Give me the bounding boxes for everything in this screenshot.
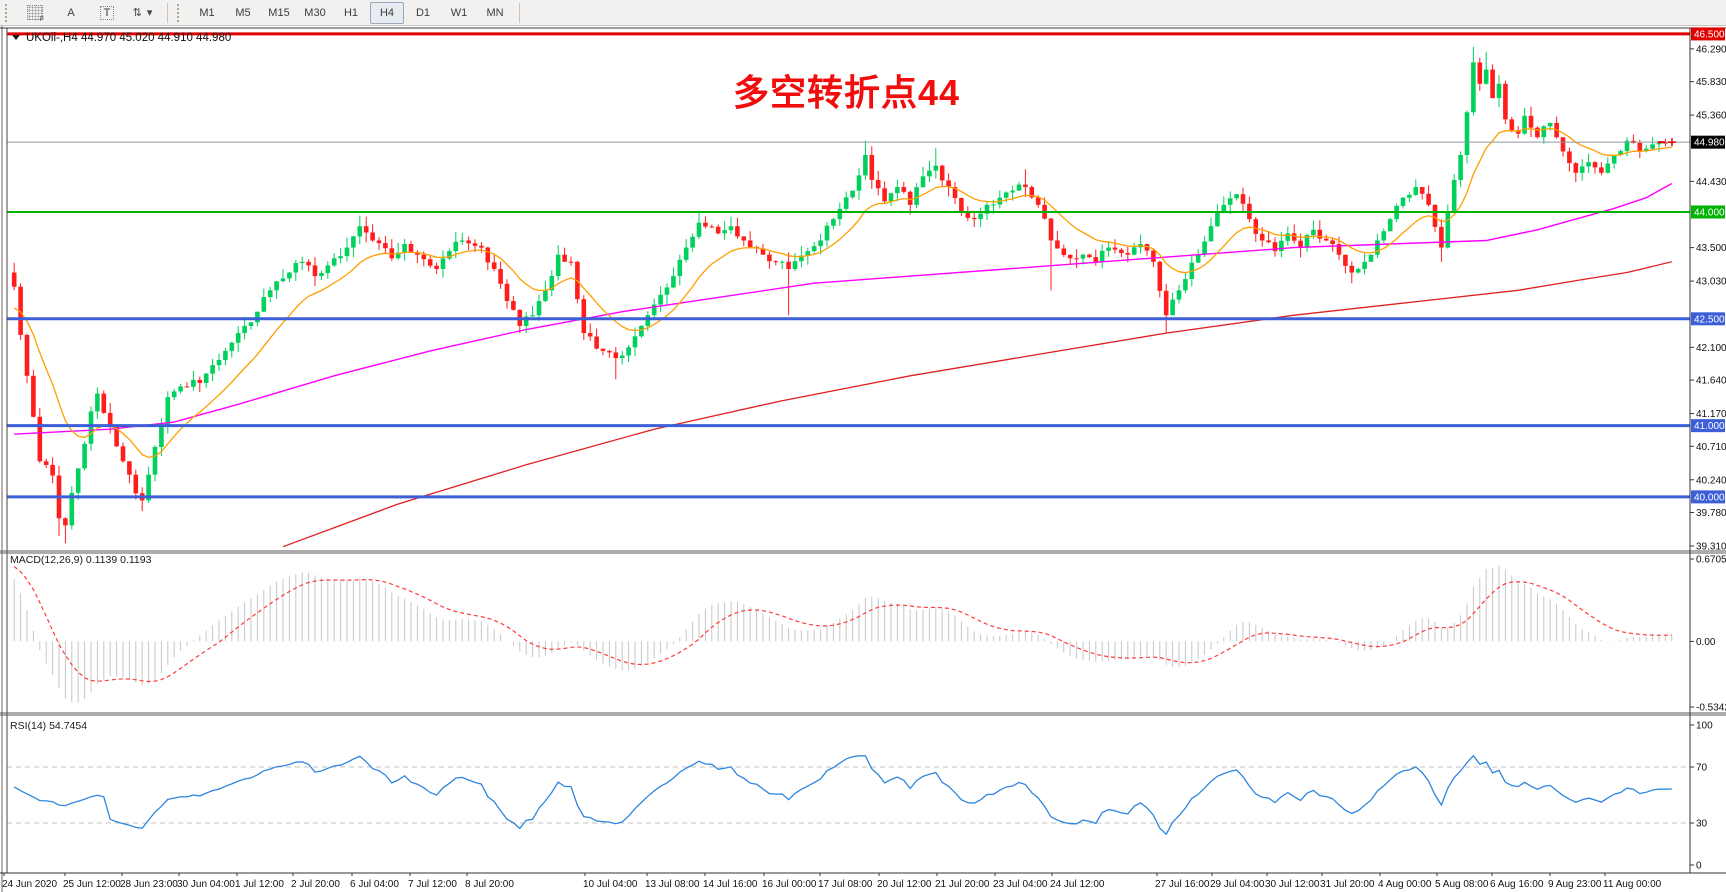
- time-label: 17 Jul 08:00: [818, 879, 873, 890]
- slow-ma-line: [282, 261, 1672, 548]
- time-label: 9 Aug 23:00: [1548, 879, 1602, 890]
- rsi-scale-label: 100: [1696, 721, 1713, 732]
- timeframe-button-h4[interactable]: H4: [370, 1, 404, 24]
- time-label: 14 Jul 16:00: [703, 879, 758, 890]
- time-label: 30 Jun 04:00: [177, 879, 235, 890]
- macd-histogram: [13, 565, 1673, 703]
- time-label: 28 Jun 23:00: [120, 879, 178, 890]
- time-label: 10 Jul 04:00: [583, 879, 638, 890]
- timeframe-button-w1[interactable]: W1: [450, 6, 468, 19]
- price-tick-label: 42.100: [1696, 343, 1726, 354]
- price-tick-label: 39.310: [1696, 542, 1726, 553]
- timeframe-button-m5[interactable]: M5: [235, 6, 251, 19]
- last-price-marker: [1658, 138, 1676, 147]
- price-tick-label: 44.430: [1696, 177, 1726, 188]
- time-label: 16 Jul 00:00: [762, 879, 817, 890]
- time-label: 6 Jul 04:00: [350, 879, 399, 890]
- time-label: 25 Jun 12:00: [63, 879, 121, 890]
- time-label: 23 Jul 04:00: [993, 879, 1048, 890]
- time-label: 11 Aug 00:00: [1603, 879, 1662, 890]
- timeframe-button-d1[interactable]: D1: [415, 6, 431, 19]
- time-label: 31 Jul 20:00: [1320, 879, 1375, 890]
- toolbar-grip-handle[interactable]: [5, 3, 12, 22]
- medium-ma-line: [14, 182, 1673, 435]
- macd-scale-label: 0.6705: [1696, 555, 1726, 566]
- time-label: 24 Jul 12:00: [1050, 879, 1105, 890]
- price-tick-label: 41.640: [1696, 376, 1726, 387]
- rsi-scale-label: 0: [1696, 861, 1702, 872]
- time-label: 6 Aug 16:00: [1490, 879, 1544, 890]
- price-tick-label: 45.830: [1696, 77, 1726, 88]
- time-label: 21 Jul 20:00: [935, 879, 990, 890]
- price-tag-44.000: 44.000: [1691, 205, 1725, 219]
- time-label: 2 Jul 20:00: [291, 879, 340, 890]
- dotted-grid-icon: F: [27, 5, 44, 23]
- price-tag-42.500: 42.500: [1691, 312, 1725, 326]
- svg-text:44.980: 44.980: [1694, 138, 1725, 149]
- time-label: 20 Jul 12:00: [877, 879, 932, 890]
- styler-grid-button[interactable]: F: [18, 2, 52, 24]
- timeframe-button-mn[interactable]: MN: [486, 6, 504, 19]
- price-tick-label: 43.500: [1696, 243, 1726, 254]
- rsi-scale-label: 30: [1696, 819, 1708, 830]
- rsi-indicator-label: RSI(14) 54.7454: [10, 720, 87, 732]
- rsi-panel[interactable]: [7, 754, 1690, 836]
- time-label: 13 Jul 08:00: [645, 879, 700, 890]
- price-tick-label: 39.780: [1696, 508, 1726, 519]
- toolbar-grip-handle[interactable]: [177, 3, 184, 22]
- macd-scale-label: 0.00: [1696, 637, 1716, 648]
- rsi-line: [13, 754, 1672, 836]
- svg-text:40.000: 40.000: [1694, 492, 1725, 503]
- time-label: 30 Jul 12:00: [1265, 879, 1320, 890]
- toolbar-separator: [519, 2, 520, 23]
- price-tag-41.000: 41.000: [1691, 419, 1725, 433]
- price-tick-label: 40.710: [1696, 442, 1726, 453]
- rsi-scale-label: 70: [1696, 763, 1708, 774]
- main-price-panel[interactable]: [0, 26, 1726, 873]
- symbol-dropdown-icon[interactable]: [12, 35, 20, 40]
- price-tick-label: 46.290: [1696, 44, 1726, 55]
- svg-text:46.500: 46.500: [1694, 29, 1725, 40]
- macd-indicator-label: MACD(12,26,9) 0.1139 0.1193: [10, 554, 152, 566]
- macd-signal-line: [13, 566, 1672, 683]
- price-tick-label: 40.240: [1696, 475, 1726, 486]
- svg-text:44.000: 44.000: [1694, 207, 1725, 218]
- timeframe-button-m1[interactable]: M1: [199, 6, 215, 19]
- arrows-icon: ⇅ ▾: [132, 7, 154, 19]
- timeframe-button-m30[interactable]: M30: [304, 6, 326, 19]
- time-label: 4 Aug 00:00: [1378, 879, 1432, 890]
- price-tick-label: 41.170: [1696, 409, 1726, 420]
- time-label: 24 Jun 2020: [2, 879, 57, 890]
- time-label: 5 Aug 08:00: [1435, 879, 1489, 890]
- toolbar: F A T ⇅ ▾ M1 M5 M15 M30 H1 H4 D1 W1 MN: [0, 0, 1726, 26]
- price-tag-46.500: 46.500: [1691, 27, 1725, 41]
- arrows-dropdown-button[interactable]: ⇅ ▾: [126, 2, 160, 24]
- price-tag-40.000: 40.000: [1691, 490, 1725, 504]
- svg-text:42.500: 42.500: [1694, 314, 1725, 325]
- time-label: 27 Jul 16:00: [1155, 879, 1210, 890]
- timeframe-button-m15[interactable]: M15: [268, 6, 290, 19]
- time-label: 7 Jul 12:00: [408, 879, 457, 890]
- time-label: 29 Jul 04:00: [1210, 879, 1265, 890]
- price-tick-label: 45.360: [1696, 111, 1726, 122]
- symbol-title-text: UKOil-,H4 44.970 45.020 44.910 44.980: [26, 32, 231, 44]
- macd-scale-label: -0.5342: [1696, 703, 1726, 714]
- chart-annotation-text[interactable]: 多空转折点44: [733, 72, 960, 113]
- time-label: 8 Jul 20:00: [465, 879, 514, 890]
- toolbar-separator: [167, 2, 168, 23]
- timeframe-button-h1[interactable]: H1: [343, 6, 359, 19]
- chart-canvas[interactable]: 46.290 45.830 45.360 44.430 43.500 43.030 42.1…: [0, 26, 1726, 892]
- current-price-tag: 44.980: [1691, 135, 1725, 149]
- svg-text:41.000: 41.000: [1694, 421, 1725, 432]
- text-tool-button[interactable]: A: [67, 6, 75, 19]
- fast-ma-line: [13, 127, 1672, 459]
- text-box-tool-button[interactable]: T: [90, 2, 124, 24]
- time-label: 1 Jul 12:00: [235, 879, 284, 890]
- price-scale-column[interactable]: 46.290 45.830 45.360 44.430 43.500 43.030 42.1…: [0, 26, 1726, 892]
- price-tick-label: 43.030: [1696, 277, 1726, 288]
- time-axis[interactable]: 24 Jun 2020 25 Jun 12:00 28 Jun 23:00 30 Ju…: [0, 872, 1726, 890]
- macd-panel[interactable]: [13, 565, 1673, 703]
- symbol-title: UKOil-,H4 44.970 45.020 44.910 44.980: [12, 32, 231, 44]
